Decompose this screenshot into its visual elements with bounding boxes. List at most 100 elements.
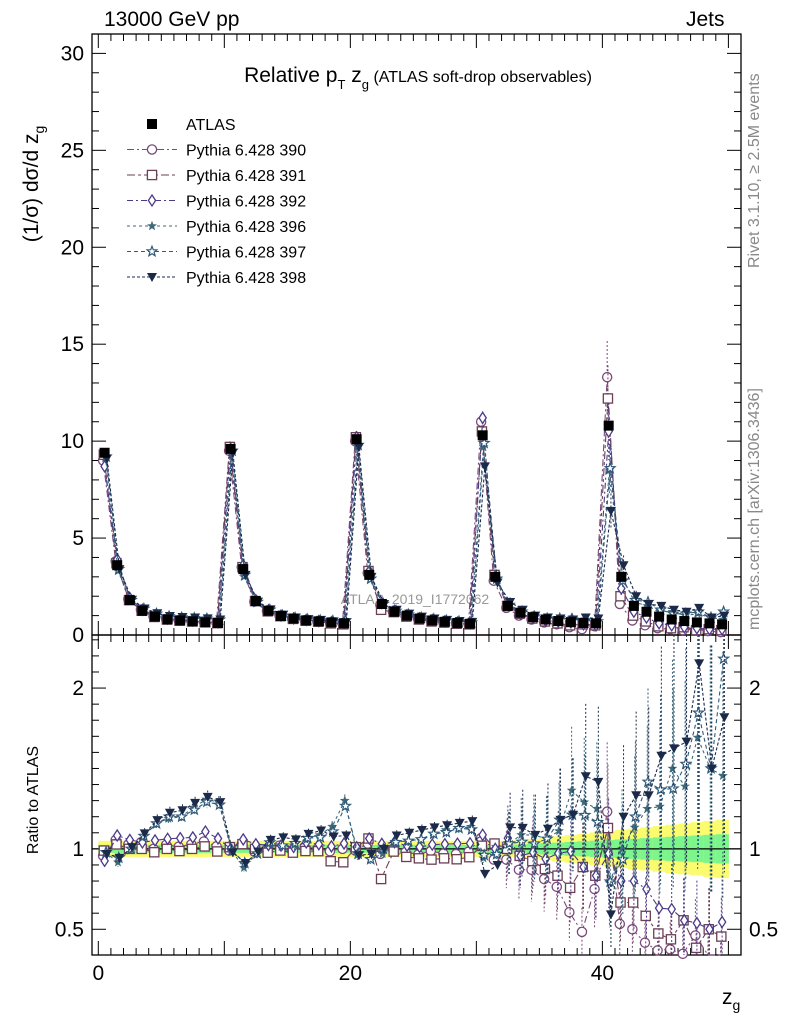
ratio-point: [667, 763, 678, 773]
ratio-point: [275, 838, 290, 852]
ratio-y-label: Ratio to ATLAS: [25, 746, 42, 854]
ratio-point: [416, 825, 427, 835]
atlas-point: [452, 617, 463, 628]
atlas-point: [389, 606, 400, 617]
ratio-point: [212, 846, 223, 857]
ratio-point: [717, 651, 731, 665]
atlas-point: [213, 617, 224, 628]
legend-label-atlas: ATLAS: [186, 117, 236, 134]
ratio-point: [579, 860, 588, 874]
ratio-tick-label: 0.5: [55, 918, 84, 941]
ratio-point: [438, 853, 450, 864]
ratio-point: [215, 798, 226, 808]
ratio-point: [199, 841, 210, 852]
ratio-point: [201, 824, 210, 839]
y-axis-label: (1/σ) dσ/d zg: [20, 126, 47, 243]
analysis-watermark: ATLAS_2019_I1772062: [341, 591, 490, 607]
ratio-point: [375, 873, 387, 885]
ratio-point: [127, 843, 138, 853]
atlas-point: [364, 569, 375, 580]
atlas-point: [679, 616, 690, 627]
ratio-point: [627, 897, 639, 908]
ratio-point: [426, 854, 437, 865]
ratio-point: [414, 832, 428, 846]
ratio-point: [401, 833, 416, 847]
ratio-point: [341, 831, 352, 841]
ratio-point: [327, 839, 336, 854]
ratio-point: [690, 930, 701, 941]
ratio-point: [353, 851, 364, 861]
atlas-point: [238, 564, 249, 575]
ratio-point: [654, 901, 664, 915]
ratio-point: [568, 810, 579, 820]
data-point: [668, 605, 679, 615]
ratio-point: [238, 832, 248, 847]
data-point: [605, 506, 616, 516]
ratio-point: [601, 806, 613, 817]
data-point: [643, 599, 654, 609]
atlas-point: [641, 606, 652, 617]
ratio-point: [540, 831, 554, 845]
ratio-point: [643, 791, 654, 801]
data-point: [601, 371, 613, 383]
ratio-point: [591, 803, 602, 813]
ratio-point: [391, 831, 402, 841]
atlas-point: [351, 434, 362, 445]
ratio-line: [106, 663, 725, 915]
atlas-point: [439, 616, 450, 627]
ratio-point: [578, 808, 592, 821]
atlas-point: [565, 617, 576, 628]
ratio-point: [542, 824, 553, 834]
ratio-point: [629, 874, 639, 888]
ratio-point: [641, 775, 655, 788]
ratio-point: [101, 850, 112, 860]
atlas-point: [402, 610, 413, 621]
ratio-point: [653, 928, 664, 939]
x-ticks: [97, 34, 729, 955]
ratio-point: [589, 883, 600, 895]
data-point: [603, 461, 617, 474]
ratio-tick-label-right: 2: [749, 677, 761, 700]
legend-label: Pythia 6.428 392: [186, 194, 306, 211]
ratio-point: [505, 823, 516, 833]
ratio-point: [415, 840, 425, 854]
y-tick-label: 0: [72, 624, 84, 647]
atlas-point: [704, 618, 715, 629]
ratio-point: [388, 846, 399, 857]
ratio-point: [316, 826, 327, 836]
y-tick-label: 20: [61, 236, 84, 259]
ratio-point: [163, 832, 172, 846]
atlas-point: [427, 615, 438, 626]
x-axis-label: zg: [722, 986, 740, 1013]
ratio-point: [538, 873, 550, 885]
ratio-point: [603, 874, 617, 888]
ratio-point: [551, 881, 563, 893]
ratio-panel-frame: [91, 634, 742, 956]
source-label: mcplots.cern.ch [arXiv:1306.3436]: [746, 388, 763, 630]
ratio-point: [413, 853, 425, 864]
ratio-point: [290, 835, 301, 845]
ratio-point: [161, 843, 173, 855]
ratio-point: [681, 737, 692, 747]
atlas-point: [477, 430, 488, 441]
atlas-point: [99, 447, 110, 458]
atlas-point: [654, 611, 665, 622]
ratio-point: [278, 833, 289, 843]
ratio-tick-label-right: 0.5: [749, 918, 778, 941]
ratio-point: [301, 831, 315, 844]
ratio-point: [692, 732, 703, 742]
atlas-point: [376, 598, 387, 609]
atlas-point: [591, 618, 602, 629]
atlas-point: [553, 616, 564, 627]
ratio-point: [706, 764, 717, 774]
data-point: [602, 393, 614, 404]
ratio-point: [656, 751, 667, 761]
legend-label: Pythia 6.428 397: [186, 245, 306, 262]
ratio-point: [593, 777, 604, 787]
ratio-line: [102, 811, 721, 956]
ratio-point: [327, 821, 338, 831]
ratio-point: [253, 847, 264, 857]
y-tick-label: 10: [61, 430, 84, 453]
ratio-point: [628, 809, 642, 823]
